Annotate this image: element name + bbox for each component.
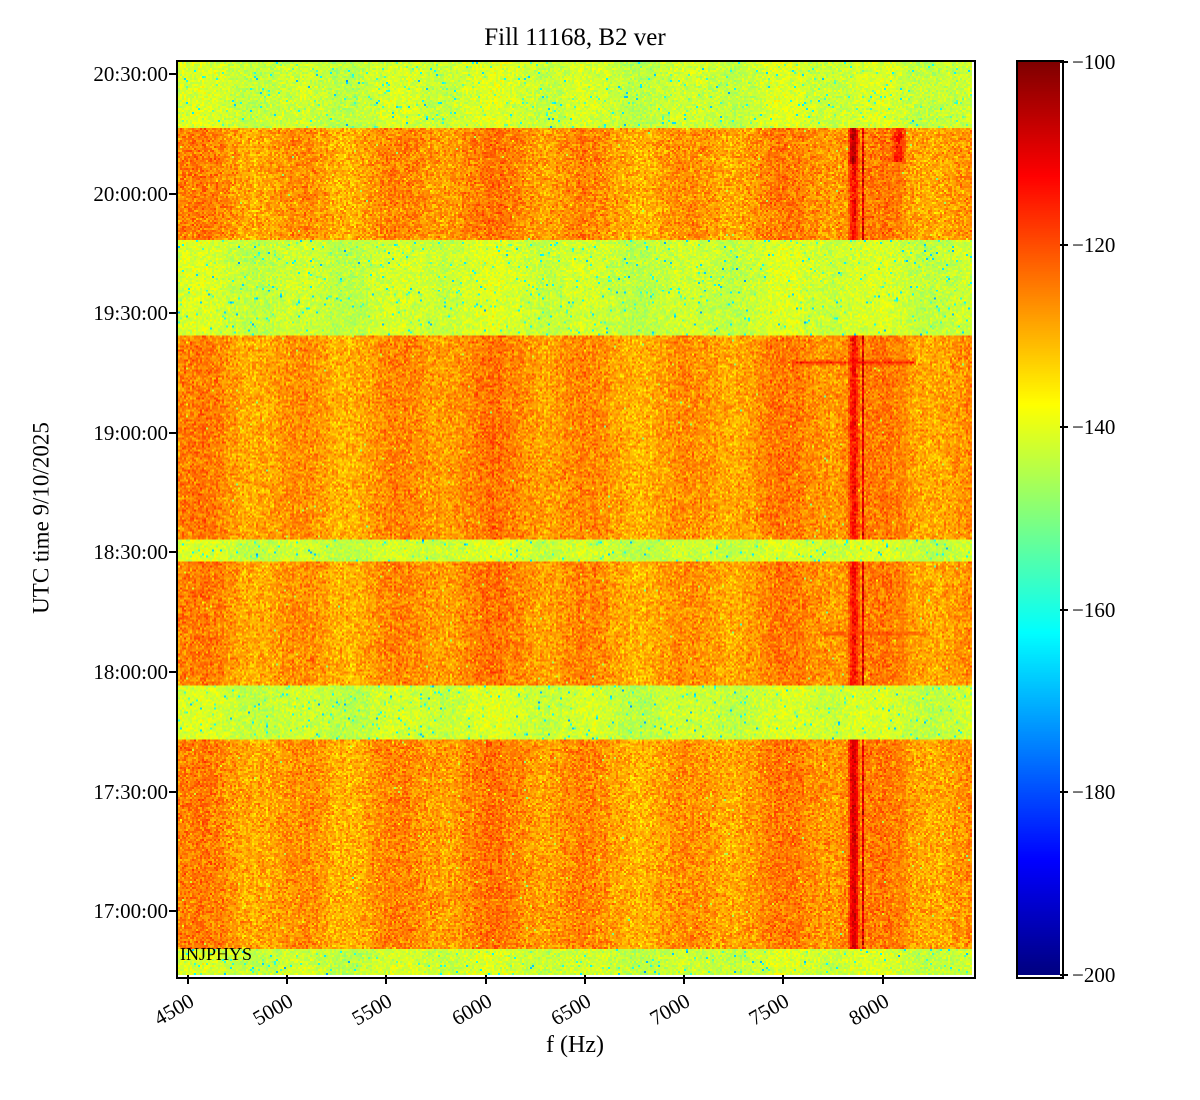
x-tick-mark [286, 975, 289, 984]
x-tick-mark [683, 975, 686, 984]
colorbar [1018, 62, 1060, 975]
colorbar-tick-mark [1060, 426, 1068, 429]
x-axis-label: f (Hz) [546, 1032, 604, 1058]
colorbar-tick-mark [1060, 608, 1068, 611]
y-tick-mark [169, 551, 178, 554]
y-tick-mark [169, 192, 178, 195]
y-tick-mark [169, 431, 178, 434]
x-tick-mark [484, 975, 487, 984]
colorbar-tick-label: −180 [1072, 780, 1116, 805]
y-tick-label: 19:00:00 [93, 420, 168, 445]
beam-mode-annotation: INJPHYS [180, 944, 253, 964]
y-tick-label: 17:00:00 [93, 899, 168, 924]
colorbar-tick-mark [1060, 974, 1068, 976]
y-tick-mark [169, 910, 178, 913]
x-tick-mark [385, 975, 388, 984]
colorbar-tick-label: −100 [1072, 50, 1116, 74]
spectrogram-heatmap [178, 62, 972, 975]
chart-title: Fill 11168, B2 ver [484, 24, 666, 51]
y-tick-label: 18:30:00 [93, 540, 168, 565]
plot-frame [176, 60, 976, 979]
colorbar-tick-mark [1060, 791, 1068, 794]
x-tick-mark [881, 975, 884, 984]
colorbar-tick-label: −120 [1072, 232, 1116, 257]
colorbar-tick-mark [1060, 61, 1068, 63]
colorbar-tick-label: −200 [1072, 963, 1116, 987]
y-tick-mark [169, 72, 178, 75]
y-tick-mark [169, 790, 178, 793]
y-tick-mark [169, 670, 178, 673]
y-tick-label: 19:30:00 [93, 301, 168, 326]
y-tick-label: 20:30:00 [93, 61, 168, 86]
x-tick-mark [583, 975, 586, 984]
colorbar-frame [1016, 60, 1064, 979]
colorbar-tick-label: −140 [1072, 415, 1116, 440]
colorbar-tick-mark [1060, 243, 1068, 246]
x-tick-mark [782, 975, 785, 984]
y-tick-label: 20:00:00 [93, 181, 168, 206]
y-tick-mark [169, 312, 178, 315]
y-tick-label: 17:30:00 [93, 779, 168, 804]
colorbar-tick-label: −160 [1072, 597, 1116, 622]
x-tick-mark [186, 975, 189, 984]
y-tick-label: 18:00:00 [93, 659, 168, 684]
